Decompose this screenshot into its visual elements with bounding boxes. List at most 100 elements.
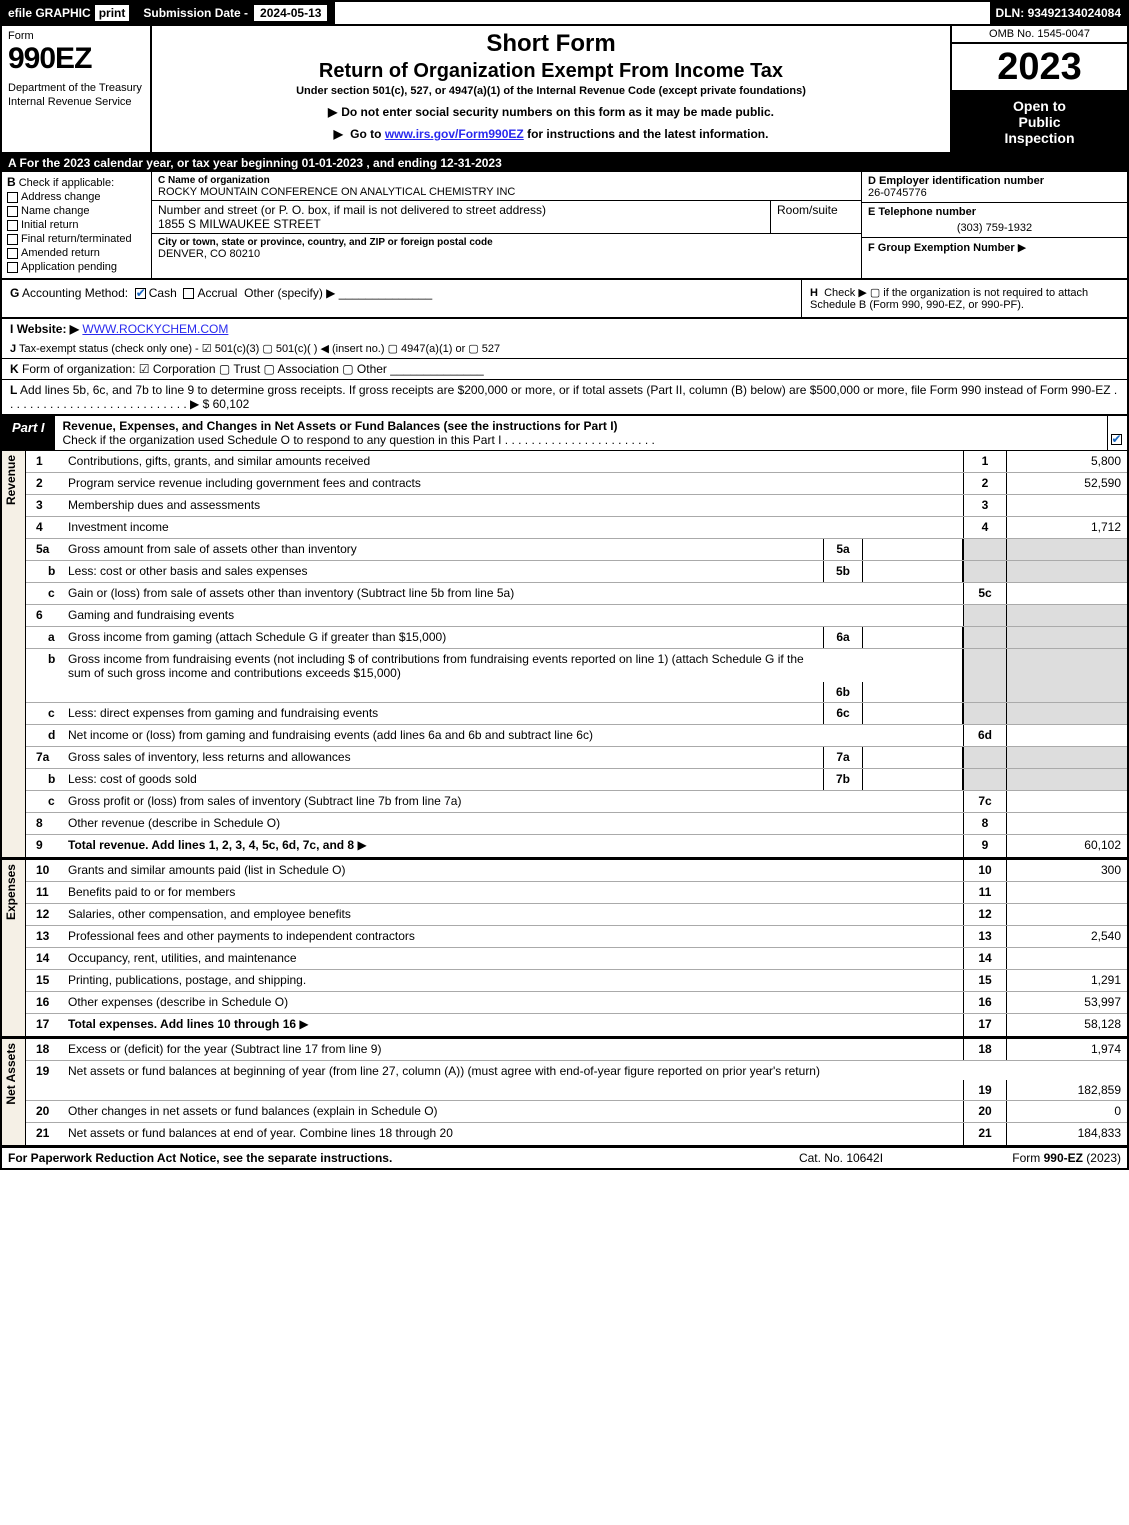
city-lbl: City or town, state or province, country… bbox=[158, 237, 493, 248]
room-lbl: Room/suite bbox=[777, 203, 838, 217]
h-text: Check ▶ ▢ if the organization is not req… bbox=[810, 287, 1088, 311]
header-left: Form 990EZ Department of the Treasury In… bbox=[2, 26, 152, 152]
irs-link[interactable]: www.irs.gov/Form990EZ bbox=[385, 127, 524, 141]
box-d: D Employer identification number 26-0745… bbox=[862, 172, 1127, 203]
letter-b: B bbox=[7, 175, 16, 189]
letter-h: H bbox=[810, 287, 818, 299]
netassets-vlabel: Net Assets bbox=[2, 1039, 26, 1145]
org-name-cell: C Name of organization ROCKY MOUNTAIN CO… bbox=[152, 172, 861, 201]
street-address: 1855 S MILWAUKEE STREET bbox=[158, 217, 321, 231]
box-e: E Telephone number (303) 759-1932 bbox=[862, 203, 1127, 238]
part1-table: Revenue 1 Contributions, gifts, grants, … bbox=[0, 451, 1129, 858]
letter-f: F bbox=[868, 242, 875, 254]
title-return: Return of Organization Exempt From Incom… bbox=[160, 60, 942, 83]
chk-address-change[interactable]: Address change bbox=[7, 191, 146, 203]
line-21: 21Net assets or fund balances at end of … bbox=[26, 1123, 1127, 1145]
part1-header: Part I Revenue, Expenses, and Changes in… bbox=[0, 416, 1129, 451]
footer-catno: Cat. No. 10642I bbox=[741, 1151, 941, 1165]
f-arrow: ▶ bbox=[1018, 242, 1026, 254]
letter-i: I bbox=[10, 322, 13, 336]
line-17: 17Total expenses. Add lines 10 through 1… bbox=[26, 1014, 1127, 1036]
l-text: Add lines 5b, 6c, and 7b to line 9 to de… bbox=[10, 383, 1117, 411]
box-b: B Check if applicable: Address change Na… bbox=[2, 172, 152, 278]
print-button[interactable]: print bbox=[95, 5, 130, 21]
chk-accrual[interactable] bbox=[183, 288, 194, 299]
chk-application-pending[interactable]: Application pending bbox=[7, 261, 146, 273]
line-7b: b Less: cost of goods sold 7b bbox=[26, 769, 1127, 791]
form-number: 990EZ bbox=[8, 42, 144, 76]
part1-checkbox[interactable] bbox=[1107, 416, 1127, 450]
box-g: G Accounting Method: Cash Accrual Other … bbox=[2, 280, 802, 317]
subdate-label: Submission Date - bbox=[143, 6, 248, 20]
revenue-label: Revenue bbox=[2, 451, 20, 509]
note-goto: Go to www.irs.gov/Form990EZ for instruct… bbox=[160, 127, 942, 141]
header-right: OMB No. 1545-0047 2023 Open to Public In… bbox=[952, 26, 1127, 152]
line-12: 12Salaries, other compensation, and empl… bbox=[26, 904, 1127, 926]
line-6b: b Gross income from fundraising events (… bbox=[26, 649, 1127, 703]
ein-value: 26-0745776 bbox=[868, 187, 927, 199]
letter-k: K bbox=[10, 362, 19, 376]
line-20: 20Other changes in net assets or fund ba… bbox=[26, 1101, 1127, 1123]
line-13: 13Professional fees and other payments t… bbox=[26, 926, 1127, 948]
box-c: C Name of organization ROCKY MOUNTAIN CO… bbox=[152, 172, 862, 278]
row-k: K Form of organization: ☑ Corporation ▢ … bbox=[0, 359, 1129, 380]
box-h: H Check ▶ ▢ if the organization is not r… bbox=[802, 280, 1127, 317]
line-19: 19Net assets or fund balances at beginni… bbox=[26, 1061, 1127, 1101]
line-14: 14Occupancy, rent, utilities, and mainte… bbox=[26, 948, 1127, 970]
part1-title-text: Revenue, Expenses, and Changes in Net As… bbox=[63, 419, 618, 433]
k-text: Form of organization: ☑ Corporation ▢ Tr… bbox=[22, 362, 387, 376]
part1-tag: Part I bbox=[2, 416, 55, 450]
chk-initial-return[interactable]: Initial return bbox=[7, 219, 146, 231]
chk-name-change[interactable]: Name change bbox=[7, 205, 146, 217]
form-word: Form bbox=[8, 30, 144, 42]
letter-g: G bbox=[10, 286, 19, 300]
row-l: L Add lines 5b, 6c, and 7b to line 9 to … bbox=[0, 380, 1129, 416]
line-15: 15Printing, publications, postage, and s… bbox=[26, 970, 1127, 992]
row-g-h: G Accounting Method: Cash Accrual Other … bbox=[0, 280, 1129, 319]
g-lbl: Accounting Method: bbox=[22, 286, 128, 300]
line-8: 8 Other revenue (describe in Schedule O)… bbox=[26, 813, 1127, 835]
dln-label: DLN: bbox=[996, 6, 1025, 20]
note2-post: for instructions and the latest informat… bbox=[524, 127, 769, 141]
inspect-l1: Open to bbox=[956, 98, 1123, 114]
street-cell: Number and street (or P. O. box, if mail… bbox=[152, 201, 771, 233]
dln-value: 93492134024084 bbox=[1028, 6, 1121, 20]
city-state-zip: DENVER, CO 80210 bbox=[158, 248, 260, 260]
phone-value: (303) 759-1932 bbox=[868, 218, 1121, 234]
chk-cash[interactable] bbox=[135, 288, 146, 299]
line-7c: c Gross profit or (loss) from sales of i… bbox=[26, 791, 1127, 813]
subdate-value: 2024-05-13 bbox=[254, 5, 327, 21]
line-10: 10Grants and similar amounts paid (list … bbox=[26, 860, 1127, 882]
footer-right: Form 990-EZ (2023) bbox=[941, 1151, 1121, 1165]
line-11: 11Benefits paid to or for members11 bbox=[26, 882, 1127, 904]
chk-final-return[interactable]: Final return/terminated bbox=[7, 233, 146, 245]
form-header: Form 990EZ Department of the Treasury In… bbox=[0, 26, 1129, 154]
website-link[interactable]: WWW.ROCKYCHEM.COM bbox=[82, 322, 228, 336]
topbar-spacer bbox=[335, 2, 989, 24]
org-name: ROCKY MOUNTAIN CONFERENCE ON ANALYTICAL … bbox=[158, 186, 515, 198]
note2-pre: Go to bbox=[350, 127, 385, 141]
inspect-l3: Inspection bbox=[956, 130, 1123, 146]
efile-text: efile GRAPHIC bbox=[8, 6, 91, 20]
part1-title: Revenue, Expenses, and Changes in Net As… bbox=[55, 416, 1107, 450]
header-middle: Short Form Return of Organization Exempt… bbox=[152, 26, 952, 152]
letter-d: D bbox=[868, 175, 876, 187]
page-footer: For Paperwork Reduction Act Notice, see … bbox=[0, 1147, 1129, 1170]
letter-j: J bbox=[10, 343, 16, 355]
line-6a: a Gross income from gaming (attach Sched… bbox=[26, 627, 1127, 649]
line-1: 1 Contributions, gifts, grants, and simi… bbox=[26, 451, 1127, 473]
line-3: 3 Membership dues and assessments 3 bbox=[26, 495, 1127, 517]
line-2: 2 Program service revenue including gove… bbox=[26, 473, 1127, 495]
letter-l: L bbox=[10, 383, 17, 397]
d-lbl: Employer identification number bbox=[879, 175, 1044, 187]
netassets-label: Net Assets bbox=[2, 1039, 20, 1109]
chk-amended-return[interactable]: Amended return bbox=[7, 247, 146, 259]
letter-c: C bbox=[158, 175, 165, 186]
top-bar: efile GRAPHIC print Submission Date - 20… bbox=[0, 0, 1129, 26]
tax-year: 2023 bbox=[952, 44, 1127, 92]
g-other: Other (specify) bbox=[244, 286, 323, 300]
g-cash: Cash bbox=[149, 286, 177, 300]
line-6d: d Net income or (loss) from gaming and f… bbox=[26, 725, 1127, 747]
row-i: I Website: ▶ WWW.ROCKYCHEM.COM bbox=[0, 319, 1129, 339]
room-cell: Room/suite bbox=[771, 201, 861, 233]
